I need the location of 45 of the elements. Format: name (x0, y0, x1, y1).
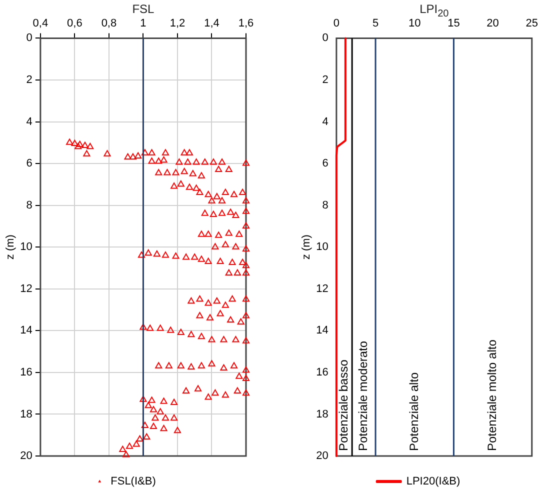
chart-title: LPI$_{20}$ (420, 2, 449, 20)
y-axis-title: z (m) (4, 234, 17, 260)
y-tick-label: 10 (20, 241, 32, 254)
y-tick-label: 20 (316, 450, 328, 462)
y-tick-label: 8 (26, 199, 32, 212)
chart-title: FSL (132, 2, 154, 16)
annotation: Potenziale basso (336, 359, 351, 451)
y-tick-label: 14 (20, 324, 32, 337)
x-tick-label: 0,6 (67, 18, 82, 30)
x-tick-label: 1,2 (170, 18, 186, 30)
y-tick-label: 4 (26, 116, 32, 128)
y-tick-label: 6 (322, 158, 328, 170)
x-tick-label: 0,4 (32, 18, 48, 30)
y-tick-label: 12 (20, 282, 32, 295)
y-tick-label: 2 (322, 74, 328, 86)
y-tick-label: 14 (316, 324, 328, 337)
x-tick-label: 15 (448, 18, 460, 30)
x-tick-label: 10 (408, 18, 421, 30)
y-tick-label: 0 (322, 32, 328, 44)
x-tick-label: 0,8 (101, 18, 117, 30)
x-tick-label: 1,4 (204, 18, 220, 30)
y-tick-label: 20 (20, 450, 32, 462)
y-tick-label: 0 (26, 32, 32, 44)
y-tick-label: 6 (26, 158, 32, 170)
x-tick-label: 20 (486, 18, 499, 30)
x-tick-label: 0 (333, 18, 340, 30)
x-tick-label: 5 (372, 18, 379, 30)
y-tick-label: 16 (20, 366, 32, 378)
y-tick-label: 12 (316, 282, 328, 295)
y-tick-label: 18 (316, 408, 328, 420)
legend-label: LPI20(I&B) (406, 476, 460, 488)
y-tick-label: 18 (20, 408, 32, 420)
legend-label: FSL(I&B) (110, 476, 156, 488)
x-tick-label: 1,6 (238, 18, 254, 30)
y-tick-label: 4 (322, 116, 328, 128)
annotation: Potenziale alto (406, 372, 421, 451)
y-tick-label: 10 (316, 241, 328, 254)
x-tick-label: 25 (526, 18, 538, 30)
x-tick-label: 1 (140, 18, 146, 30)
annotation: Potenziale molto alto (485, 339, 500, 451)
y-tick-label: 8 (322, 199, 328, 212)
annotation: Potenziale moderato (356, 340, 370, 451)
y-axis-title: z (m) (300, 234, 313, 260)
y-tick-label: 2 (26, 74, 32, 86)
y-tick-label: 16 (316, 366, 328, 378)
